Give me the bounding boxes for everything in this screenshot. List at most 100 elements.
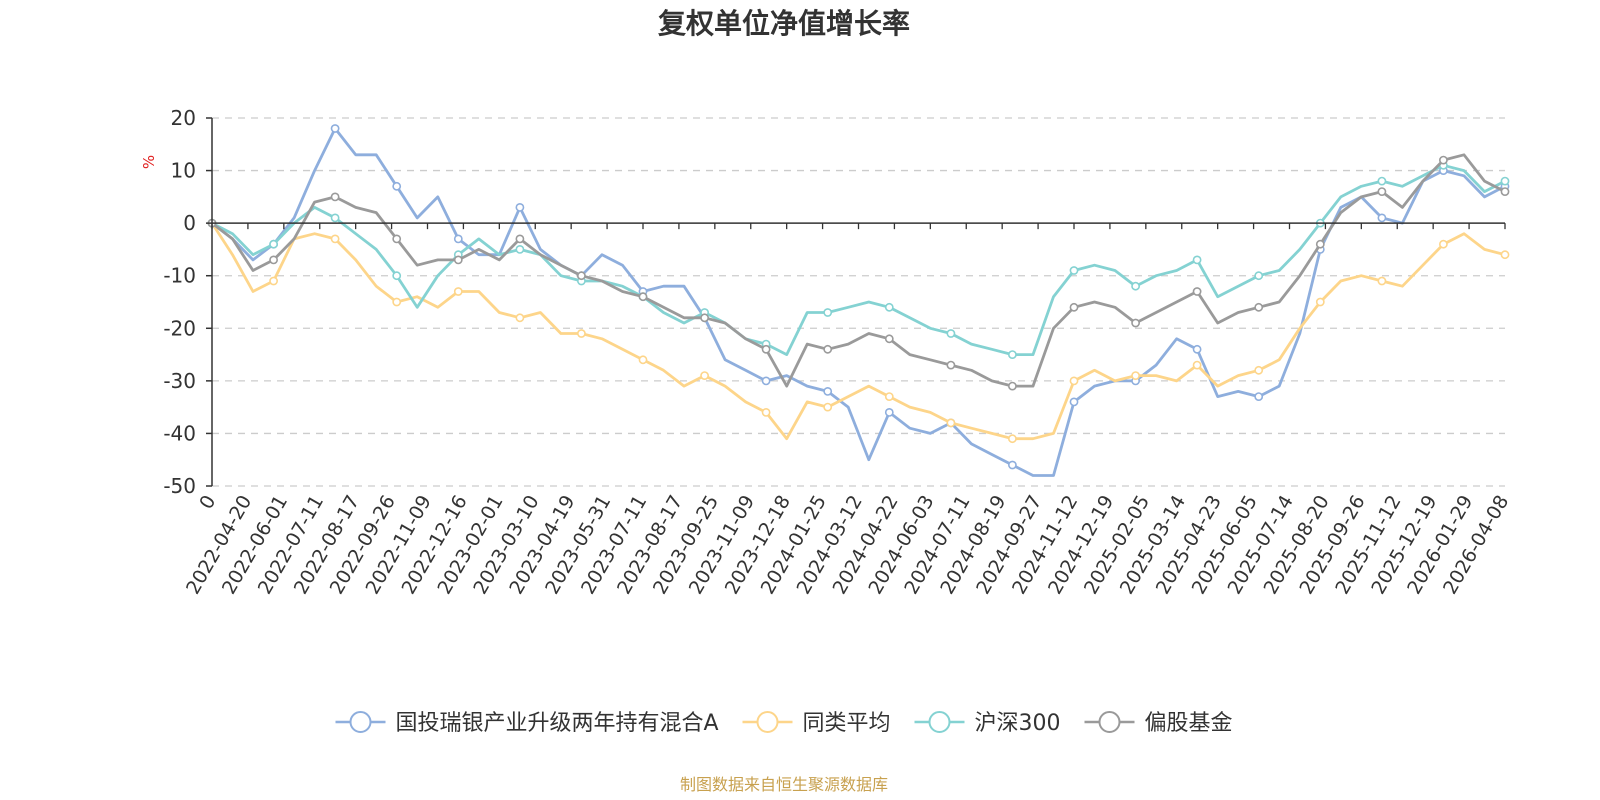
series-point-1 bbox=[577, 329, 586, 338]
legend: 国投瑞银产业升级两年持有混合A 同类平均 沪深300 偏股基金 bbox=[335, 711, 1233, 736]
series-point-2 bbox=[1254, 271, 1264, 281]
series-point-3 bbox=[577, 271, 586, 281]
series-point-2 bbox=[1008, 350, 1017, 359]
series-point-0 bbox=[1192, 344, 1202, 354]
series-point-3 bbox=[884, 334, 894, 344]
series-point-3 bbox=[946, 360, 956, 370]
series-point-0 bbox=[330, 124, 340, 133]
legend-label: 沪深300 bbox=[975, 711, 1061, 736]
series-point-0 bbox=[1254, 392, 1264, 401]
series-point-1 bbox=[761, 407, 771, 417]
series-point-2 bbox=[515, 244, 525, 254]
legend-item-0[interactable]: 国投瑞银产业升级两年持有混合A bbox=[335, 711, 719, 736]
series-point-1 bbox=[1008, 434, 1017, 444]
series-point-2 bbox=[330, 213, 340, 223]
series-point-2 bbox=[884, 302, 894, 312]
series-line-1 bbox=[210, 222, 1506, 441]
y-tick-label: 20 bbox=[171, 106, 196, 130]
legend-item-1[interactable]: 同类平均 bbox=[742, 711, 891, 736]
chart-title: 复权单位净值增长率 bbox=[658, 7, 910, 40]
series-point-0 bbox=[392, 181, 402, 191]
series-point-1 bbox=[823, 402, 833, 412]
series-point-2 bbox=[1377, 176, 1387, 186]
series-line-0 bbox=[211, 127, 1506, 477]
series-point-2 bbox=[823, 308, 833, 317]
series-point-3 bbox=[392, 234, 402, 244]
series-line-3 bbox=[211, 153, 1506, 388]
legend-swatch-marker bbox=[756, 711, 779, 733]
legend-swatch-marker bbox=[1098, 711, 1121, 733]
series-point-1 bbox=[515, 313, 525, 323]
series-point-3 bbox=[823, 344, 833, 354]
series-lines bbox=[207, 124, 1510, 477]
series-point-2 bbox=[946, 329, 956, 338]
axes bbox=[206, 117, 1506, 487]
legend-swatch-marker bbox=[349, 711, 372, 733]
series-point-3 bbox=[1069, 302, 1079, 312]
series-point-1 bbox=[453, 287, 463, 296]
series-point-0 bbox=[823, 386, 833, 396]
series-point-1 bbox=[1131, 371, 1140, 380]
y-tick-labels: -50 -40 -30 -20 -10 0 10 20 bbox=[163, 106, 196, 498]
series-point-3 bbox=[700, 313, 709, 323]
series-point-1 bbox=[1315, 297, 1325, 307]
legend-label: 国投瑞银产业升级两年持有混合A bbox=[396, 711, 719, 736]
y-tick-label: -30 bbox=[163, 369, 196, 393]
y-axis-unit-label: % bbox=[140, 155, 158, 169]
legend-swatch-marker bbox=[928, 711, 951, 733]
y-tick-label: 10 bbox=[171, 159, 196, 183]
series-point-1 bbox=[638, 355, 648, 365]
series-point-2 bbox=[1069, 266, 1079, 275]
x-tick-label: 0 bbox=[195, 492, 220, 513]
series-point-1 bbox=[330, 234, 340, 244]
legend-item-3[interactable]: 偏股基金 bbox=[1084, 711, 1233, 736]
series-point-1 bbox=[1254, 365, 1264, 375]
series-point-3 bbox=[330, 192, 340, 202]
legend-label: 同类平均 bbox=[803, 711, 891, 736]
series-point-1 bbox=[1192, 360, 1202, 370]
series-point-0 bbox=[761, 376, 771, 386]
series-point-3 bbox=[1439, 155, 1448, 165]
y-tick-label: -50 bbox=[163, 474, 196, 498]
series-point-3 bbox=[269, 255, 278, 265]
series-point-3 bbox=[1254, 302, 1264, 312]
y-tick-label: -20 bbox=[163, 316, 196, 340]
series-point-0 bbox=[884, 407, 894, 417]
series-point-1 bbox=[884, 392, 894, 401]
series-point-1 bbox=[392, 297, 402, 307]
series-point-3 bbox=[1008, 381, 1017, 391]
series-point-0 bbox=[515, 202, 525, 212]
series-point-0 bbox=[1069, 397, 1079, 407]
series-point-3 bbox=[1192, 287, 1202, 296]
series-point-3 bbox=[761, 344, 771, 354]
series-point-1 bbox=[700, 371, 709, 380]
x-tick-labels: 02022-04-202022-06-012022-07-112022-08-1… bbox=[182, 492, 1513, 599]
series-point-2 bbox=[1192, 255, 1202, 265]
series-point-1 bbox=[1069, 376, 1079, 386]
legend-label: 偏股基金 bbox=[1145, 711, 1233, 736]
series-point-1 bbox=[1439, 239, 1448, 249]
series-point-0 bbox=[1377, 213, 1387, 223]
series-point-0 bbox=[453, 234, 463, 244]
series-point-3 bbox=[453, 255, 463, 265]
series-point-2 bbox=[1131, 281, 1140, 291]
series-point-2 bbox=[1500, 176, 1510, 186]
series-point-3 bbox=[1500, 187, 1510, 196]
series-point-0 bbox=[1008, 460, 1017, 470]
y-tick-label: -40 bbox=[163, 421, 196, 445]
series-point-2 bbox=[269, 239, 278, 249]
y-tick-label: -10 bbox=[163, 264, 196, 288]
source-note: 制图数据来自恒生聚源数据库 bbox=[680, 775, 888, 794]
series-point-1 bbox=[946, 418, 956, 428]
series-point-3 bbox=[515, 234, 525, 244]
legend-item-2[interactable]: 沪深300 bbox=[914, 711, 1061, 736]
series-point-1 bbox=[269, 276, 278, 286]
series-point-3 bbox=[1315, 239, 1325, 249]
series-point-1 bbox=[1500, 250, 1510, 260]
series-point-1 bbox=[1377, 276, 1387, 286]
series-line-2 bbox=[211, 163, 1506, 356]
series-point-3 bbox=[638, 292, 648, 302]
series-point-3 bbox=[1377, 187, 1387, 196]
y-tick-label: 0 bbox=[183, 211, 196, 235]
